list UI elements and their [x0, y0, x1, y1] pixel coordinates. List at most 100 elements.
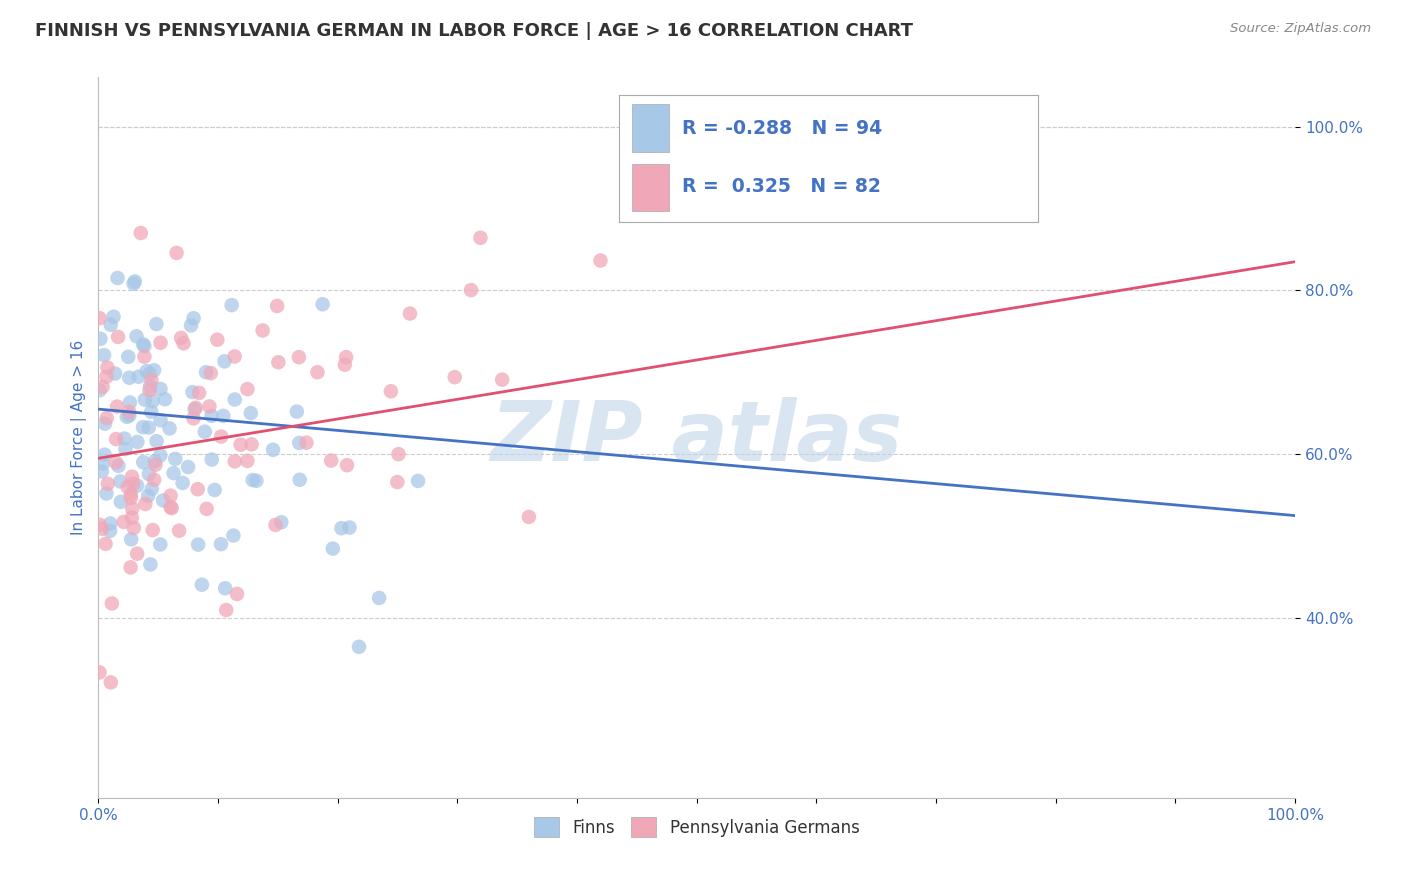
- Point: [149, 449, 172, 463]
- Point: [142, 523, 165, 537]
- Point: [139, 367, 162, 381]
- Point: [322, 541, 344, 556]
- Point: [89, 517, 111, 532]
- Point: [93, 348, 115, 362]
- Point: [96, 486, 118, 500]
- Point: [120, 533, 142, 547]
- Point: [589, 253, 612, 268]
- Point: [118, 405, 141, 419]
- Point: [138, 467, 160, 481]
- Point: [107, 271, 129, 285]
- Point: [127, 547, 149, 561]
- Point: [96, 411, 118, 425]
- Point: [180, 318, 202, 333]
- Point: [285, 404, 308, 418]
- Point: [145, 434, 167, 449]
- Point: [96, 369, 118, 384]
- Point: [135, 364, 157, 378]
- Point: [104, 367, 127, 381]
- Point: [125, 329, 148, 343]
- Point: [138, 420, 160, 434]
- Point: [89, 665, 111, 680]
- Point: [222, 528, 245, 542]
- Point: [91, 457, 114, 471]
- Point: [134, 392, 156, 407]
- Point: [215, 603, 238, 617]
- Point: [212, 409, 235, 423]
- Point: [295, 435, 318, 450]
- Point: [221, 298, 243, 312]
- Point: [136, 489, 159, 503]
- Point: [387, 475, 409, 489]
- Point: [173, 336, 195, 351]
- Point: [224, 454, 246, 468]
- Point: [406, 474, 429, 488]
- Point: [191, 578, 214, 592]
- Point: [127, 478, 149, 492]
- Point: [311, 297, 333, 311]
- Point: [145, 317, 167, 331]
- Point: [336, 458, 359, 473]
- Point: [110, 495, 132, 509]
- Point: [118, 409, 141, 423]
- Point: [339, 520, 361, 534]
- Point: [209, 537, 232, 551]
- Point: [121, 501, 143, 516]
- Legend: Finns, Pennsylvania Germans: Finns, Pennsylvania Germans: [527, 810, 866, 844]
- Point: [94, 417, 117, 431]
- Point: [117, 350, 139, 364]
- Point: [107, 330, 129, 344]
- Point: [224, 350, 246, 364]
- Point: [184, 401, 207, 415]
- Point: [120, 487, 142, 501]
- Point: [101, 597, 124, 611]
- Point: [229, 438, 252, 452]
- Point: [143, 363, 166, 377]
- Point: [252, 324, 274, 338]
- Point: [240, 437, 263, 451]
- Point: [288, 350, 311, 364]
- Point: [159, 500, 181, 514]
- Text: Source: ZipAtlas.com: Source: ZipAtlas.com: [1230, 22, 1371, 36]
- Point: [153, 392, 176, 407]
- Point: [399, 307, 422, 321]
- Point: [517, 510, 540, 524]
- Point: [124, 275, 146, 289]
- Point: [194, 425, 217, 439]
- Point: [330, 521, 353, 535]
- Point: [100, 675, 122, 690]
- Point: [198, 400, 221, 414]
- Point: [162, 466, 184, 480]
- Point: [270, 515, 292, 529]
- Point: [149, 537, 172, 551]
- Point: [201, 452, 224, 467]
- Point: [380, 384, 402, 399]
- Point: [333, 358, 356, 372]
- Point: [239, 406, 262, 420]
- Point: [236, 454, 259, 468]
- Point: [170, 331, 193, 345]
- Point: [118, 395, 141, 409]
- Point: [103, 310, 125, 324]
- Point: [262, 442, 284, 457]
- Point: [321, 453, 343, 467]
- Point: [159, 421, 181, 435]
- Point: [139, 558, 162, 572]
- Point: [267, 355, 290, 369]
- Point: [183, 311, 205, 326]
- Point: [204, 483, 226, 497]
- Point: [159, 489, 181, 503]
- Point: [470, 231, 492, 245]
- Point: [91, 522, 114, 536]
- Point: [288, 436, 311, 450]
- Point: [149, 335, 172, 350]
- Point: [264, 517, 287, 532]
- Point: [97, 476, 120, 491]
- Point: [132, 455, 155, 469]
- Point: [132, 420, 155, 434]
- Point: [188, 385, 211, 400]
- Point: [145, 458, 167, 472]
- Point: [149, 413, 172, 427]
- Point: [90, 465, 112, 479]
- Point: [209, 429, 232, 443]
